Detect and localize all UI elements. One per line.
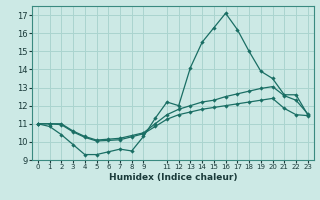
X-axis label: Humidex (Indice chaleur): Humidex (Indice chaleur) xyxy=(108,173,237,182)
